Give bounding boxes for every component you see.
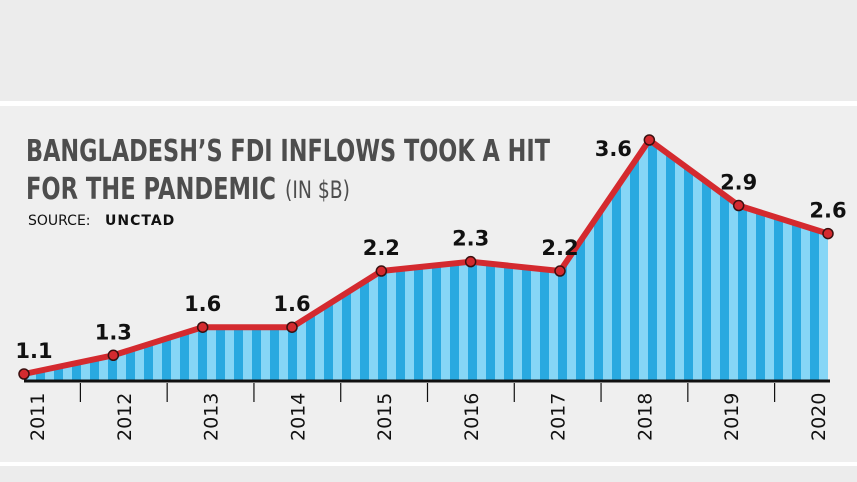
divider (0, 462, 857, 466)
chart-title: BANGLADESH’S FDI INFLOWS TOOK A HIT (26, 134, 550, 169)
value-label: 2.9 (720, 171, 757, 195)
x-tick-label: 2019 (721, 393, 743, 441)
x-tick-label: 2018 (634, 393, 656, 441)
value-label: 1.6 (273, 292, 310, 316)
area (24, 140, 828, 381)
point (107, 349, 120, 362)
chart-title: FOR THE PANDEMIC (26, 172, 276, 207)
x-tick-label: 2013 (201, 393, 223, 441)
x-tick-label: 2011 (27, 393, 49, 441)
point (375, 265, 388, 277)
x-tick-label: 2017 (548, 393, 570, 441)
point (554, 265, 566, 277)
x-tick-label: 2016 (461, 393, 483, 441)
point (464, 255, 477, 268)
value-label: 1.1 (15, 339, 52, 363)
value-label: 2.3 (452, 227, 489, 251)
value-label: 1.3 (95, 320, 132, 344)
value-label: 1.6 (184, 292, 221, 316)
point (732, 199, 745, 212)
x-tick-label: 2015 (374, 393, 396, 441)
value-label: 2.6 (809, 199, 846, 223)
x-tick-label: 2012 (114, 393, 136, 441)
x-tick-label: 2014 (287, 393, 309, 441)
value-label: 2.2 (363, 236, 400, 260)
x-tick-label: 2020 (808, 393, 830, 441)
source-label: SOURCE: (28, 213, 91, 229)
divider (0, 101, 857, 106)
point (286, 321, 298, 333)
point (822, 227, 834, 240)
value-label: 2.2 (541, 236, 578, 260)
line (23, 137, 829, 377)
unit-label: (IN $B) (285, 176, 350, 204)
point (196, 321, 209, 333)
point (18, 368, 30, 380)
source: UNCTAD (105, 213, 175, 229)
point (643, 134, 656, 146)
value-label: 3.6 (595, 137, 632, 161)
top-band (0, 0, 857, 101)
